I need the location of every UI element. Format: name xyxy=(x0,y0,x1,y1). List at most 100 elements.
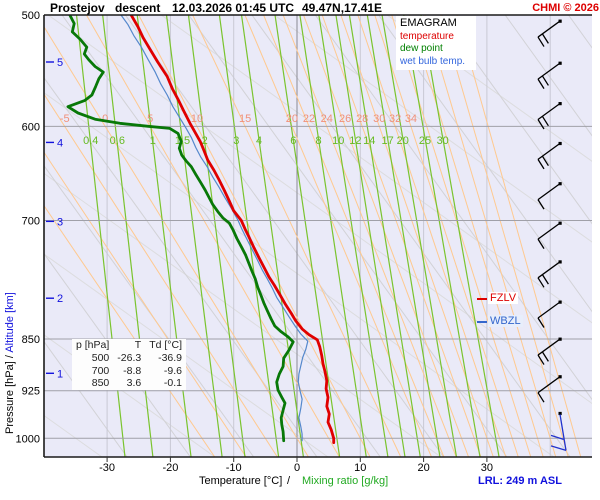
moist-adiabat-label: 22 xyxy=(303,113,315,125)
moist-adiabat-label: 10 xyxy=(191,113,203,125)
barb-station-dot xyxy=(558,102,562,106)
cell-p-700: 700 xyxy=(91,364,110,377)
temp-tick-label: -30 xyxy=(99,462,115,474)
table-header-row: p [hPa] T Td [°C] xyxy=(72,339,186,352)
mixing-ratio-line xyxy=(366,15,441,457)
moist-adiabat-line xyxy=(138,15,371,457)
moist-adiabat-line xyxy=(357,15,507,457)
wind-barb xyxy=(537,19,562,47)
dry-adiabat-line xyxy=(314,15,592,401)
mixing-ratio-label: 14 xyxy=(363,135,375,147)
pressure-tick-label: 850 xyxy=(22,334,40,346)
mixing-ratio-line xyxy=(274,15,341,457)
barb-shaft xyxy=(537,142,561,160)
mixing-ratio-line xyxy=(420,15,500,457)
barb-feather xyxy=(541,274,549,285)
barb-station-dot xyxy=(558,221,562,225)
barb-feather xyxy=(537,119,545,130)
barb-station-dot xyxy=(558,19,562,23)
dry-adiabat-line xyxy=(504,15,592,137)
cell-td-500: -36.9 xyxy=(158,351,183,364)
barb-station-dot xyxy=(558,182,562,186)
y-axis-label-separator: / xyxy=(4,352,16,362)
legend-title: EMAGRAM xyxy=(400,17,457,29)
moist-adiabat-label: -5 xyxy=(60,113,70,125)
barb-feather xyxy=(537,36,545,47)
aux-gray-line xyxy=(160,15,592,324)
mixing-ratio-line xyxy=(240,15,305,457)
fzlv-label: FZLV xyxy=(488,292,519,304)
mixing-ratio-label: 0.4 xyxy=(83,135,98,147)
aux-gray-line xyxy=(273,15,592,243)
dry-adiabat-line xyxy=(44,164,255,457)
sounding-datetime: 12.03.2026 01:45 UTC xyxy=(172,1,295,15)
altitude-tick-label: 3 xyxy=(57,216,63,228)
cell-td-850: -0.1 xyxy=(163,377,183,390)
x-axis-label-separator: / xyxy=(287,475,291,487)
moist-adiabat-label: 24 xyxy=(321,113,333,125)
y-axis-label-altitude: Altitude [km] xyxy=(4,292,16,353)
barb-feather xyxy=(537,317,545,328)
y-axis-label-pressure: Pressure [hPa] xyxy=(4,361,16,434)
mixing-ratio-line xyxy=(318,15,389,457)
dew-point-curve xyxy=(66,15,295,443)
altitude-tick-label: 4 xyxy=(57,137,63,149)
dry-adiabat-line xyxy=(251,15,571,457)
barb-shaft xyxy=(537,103,561,121)
aux-gray-line xyxy=(44,253,329,457)
moist-adiabat-line xyxy=(340,15,494,457)
dry-adiabat-line xyxy=(188,15,508,457)
cell-t-850: 3.6 xyxy=(126,377,142,390)
mixing-ratio-label: 10 xyxy=(332,135,344,147)
moist-adiabat-line xyxy=(192,15,402,457)
pressure-tick-label: 600 xyxy=(22,121,40,133)
barb-feather xyxy=(537,354,545,365)
wind-barb xyxy=(537,300,562,328)
moist-adiabat-line xyxy=(44,151,247,457)
barb-shaft xyxy=(537,62,561,80)
barb-feather xyxy=(541,33,549,44)
lrl-label: LRL: 249 m ASL xyxy=(478,475,562,487)
barb-feather xyxy=(537,78,545,89)
surface-barb-shaft xyxy=(559,414,567,451)
sounding-mode: descent xyxy=(115,1,161,15)
aux-gray-line xyxy=(386,15,592,162)
legend-item-wetbulb: wet bulb temp. xyxy=(400,55,466,67)
altitude-tick-label: 1 xyxy=(57,368,63,380)
mixing-ratio-label: 3 xyxy=(233,135,239,147)
aux-gray-line xyxy=(44,172,442,457)
barb-feather xyxy=(537,238,545,249)
mixing-ratio-line xyxy=(187,15,246,457)
cell-p-850: 850 xyxy=(91,377,110,390)
moist-adiabat-label: 26 xyxy=(339,113,351,125)
mixing-ratio-label: 25 xyxy=(419,135,431,147)
dry-adiabat-line xyxy=(44,76,318,457)
mixing-ratio-label: 12 xyxy=(349,135,361,147)
mixing-ratio-label: 17 xyxy=(381,135,393,147)
wbzl-tick xyxy=(477,321,487,323)
mixing-ratio-label: 30 xyxy=(437,135,449,147)
barb-shaft xyxy=(537,338,561,356)
barb-feather xyxy=(537,277,545,288)
wind-barb xyxy=(537,141,562,170)
barb-feather xyxy=(541,75,549,86)
temp-tick-label: -10 xyxy=(226,462,242,474)
legend-item-dewpoint: dew point xyxy=(400,43,443,55)
col-header-temp: T xyxy=(134,339,142,351)
barb-station-dot xyxy=(558,300,562,304)
x-axis-label-mixing-ratio: Mixing ratio [g/kg] xyxy=(302,475,389,487)
moist-adiabat-label: 32 xyxy=(389,113,401,125)
moist-adiabat-line xyxy=(456,15,582,457)
moist-adiabat-line xyxy=(44,93,278,457)
x-axis-label-temperature: Temperature [°C] xyxy=(199,475,283,487)
surface-wind-barb xyxy=(550,411,567,452)
barb-station-dot xyxy=(558,141,562,146)
aux-gray-line xyxy=(47,15,592,405)
dry-adiabat-line xyxy=(124,15,445,457)
brand-label: CHMI © 2026 xyxy=(532,2,599,14)
dry-adiabat-line xyxy=(441,15,592,225)
moist-adiabat-line xyxy=(440,15,569,457)
altitude-tick-label: 5 xyxy=(57,57,63,69)
sounding-table: p [hPa] T Td [°C] 500 -26.3 -36.9 700 -8… xyxy=(72,339,187,391)
